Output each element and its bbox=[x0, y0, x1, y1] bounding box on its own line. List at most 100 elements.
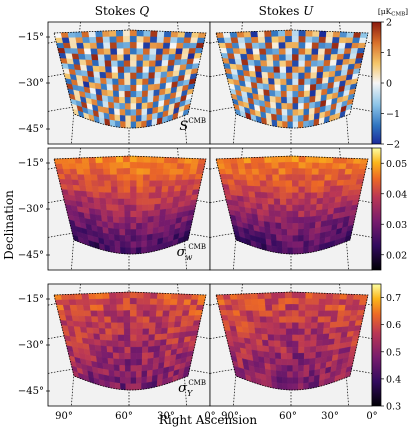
heatmap-cell bbox=[352, 299, 361, 306]
heatmap-cell bbox=[268, 204, 275, 211]
heatmap-cell bbox=[100, 339, 108, 347]
heatmap-cell bbox=[232, 310, 241, 317]
heatmap-cell bbox=[298, 115, 304, 122]
heatmap-cell bbox=[109, 304, 118, 312]
heatmap-cell bbox=[267, 72, 275, 79]
heatmap-cell bbox=[97, 180, 106, 187]
heatmap-cell bbox=[130, 115, 137, 123]
heatmap-cell bbox=[153, 89, 160, 97]
heatmap-cell bbox=[97, 310, 105, 317]
heatmap-cell bbox=[263, 351, 271, 359]
heatmap-cell bbox=[149, 162, 158, 170]
heatmap-cell bbox=[147, 221, 154, 229]
heatmap-cell bbox=[318, 162, 327, 170]
heatmap-cell bbox=[336, 53, 345, 61]
heatmap-cell bbox=[253, 60, 262, 67]
heatmap-cell bbox=[125, 109, 132, 116]
heatmap-cell bbox=[112, 340, 119, 348]
heatmap-cell bbox=[277, 292, 286, 299]
heatmap-cell bbox=[231, 304, 240, 311]
heatmap-cell bbox=[223, 299, 233, 306]
heatmap-cell bbox=[90, 174, 99, 181]
heatmap-cell bbox=[262, 345, 270, 353]
heatmap-cell bbox=[248, 191, 256, 198]
heatmap-cell bbox=[141, 90, 149, 98]
heatmap-cell bbox=[292, 97, 299, 104]
heatmap-cell bbox=[117, 180, 125, 188]
heatmap-cell bbox=[130, 78, 137, 86]
heatmap-cell bbox=[195, 304, 204, 311]
heatmap-cell bbox=[176, 37, 185, 44]
heatmap-cell bbox=[244, 163, 253, 170]
heatmap-cell bbox=[282, 247, 289, 255]
heatmap-cell bbox=[223, 163, 233, 170]
heatmap-cell bbox=[249, 332, 257, 340]
heatmap-cell bbox=[189, 42, 198, 49]
heatmap-cell bbox=[271, 298, 279, 306]
heatmap-cell bbox=[84, 180, 93, 187]
heatmap-cell bbox=[351, 168, 360, 175]
heatmap-cell bbox=[147, 346, 155, 353]
heatmap-cell bbox=[153, 351, 160, 359]
heatmap-cell bbox=[262, 203, 270, 211]
heatmap-cell bbox=[148, 186, 157, 193]
heatmap-cell bbox=[265, 304, 273, 312]
heatmap-cell bbox=[309, 227, 316, 235]
heatmap-cell bbox=[274, 346, 282, 354]
heatmap-cell bbox=[149, 310, 157, 317]
heatmap-cell bbox=[311, 162, 320, 170]
heatmap-cell bbox=[136, 156, 145, 163]
heatmap-cell bbox=[97, 48, 105, 55]
heatmap-cell bbox=[95, 162, 104, 170]
heatmap-cell bbox=[136, 292, 145, 299]
heatmap-cell bbox=[142, 54, 150, 62]
heatmap-cell bbox=[292, 316, 299, 323]
heatmap-cell bbox=[196, 299, 206, 306]
heatmap-cell bbox=[259, 180, 268, 187]
heatmap-cell bbox=[166, 332, 174, 340]
heatmap-cell bbox=[181, 315, 189, 322]
heatmap-cell bbox=[230, 163, 239, 170]
heatmap-cell bbox=[316, 192, 324, 199]
heatmap-cell bbox=[147, 352, 155, 359]
heatmap-cell bbox=[98, 66, 107, 73]
heatmap-cell bbox=[64, 48, 73, 55]
colorbar-tick-label: 0.04 bbox=[386, 189, 407, 200]
heatmap-cell bbox=[116, 162, 124, 169]
heatmap-cell bbox=[276, 240, 283, 248]
heatmap-cell bbox=[269, 352, 276, 359]
heatmap-cell bbox=[268, 346, 276, 353]
heatmap-cell bbox=[149, 180, 157, 187]
heatmap-cell bbox=[93, 333, 101, 341]
heatmap-cell bbox=[245, 168, 253, 176]
heatmap-cell bbox=[230, 37, 239, 44]
heatmap-cell bbox=[142, 84, 149, 92]
heatmap-cell bbox=[90, 48, 99, 55]
heatmap-cell bbox=[285, 297, 293, 305]
heatmap-cell bbox=[142, 48, 151, 55]
heatmap-cell bbox=[136, 115, 142, 122]
heatmap-cell bbox=[314, 221, 322, 229]
colorbar-tick-label: 0.05 bbox=[386, 159, 407, 170]
heatmap-cell bbox=[113, 364, 121, 372]
heatmap-cell bbox=[255, 77, 264, 85]
heatmap-cell bbox=[109, 36, 117, 44]
heatmap-cell bbox=[274, 90, 282, 98]
heatmap-cell bbox=[61, 299, 71, 306]
heatmap-cell bbox=[150, 30, 158, 38]
heatmap-cell bbox=[279, 60, 287, 68]
heatmap-cell bbox=[310, 78, 317, 85]
heatmap-cell bbox=[330, 310, 339, 317]
heatmap-cell bbox=[298, 328, 306, 336]
colorbar-tick-label: 0.6 bbox=[386, 320, 401, 331]
heatmap-cell bbox=[142, 198, 150, 206]
panel-row-2: −15° −30° −45° σwCMB 0.02 0.03 0.04 0.05 bbox=[18, 147, 407, 271]
heatmap-cell bbox=[337, 48, 346, 55]
heatmap-cell bbox=[122, 29, 131, 37]
heatmap-cell bbox=[310, 198, 318, 205]
heatmap-cell bbox=[267, 334, 275, 341]
heatmap-cell bbox=[108, 233, 115, 241]
heatmap-cell bbox=[60, 294, 70, 301]
heatmap-cell bbox=[129, 168, 138, 175]
